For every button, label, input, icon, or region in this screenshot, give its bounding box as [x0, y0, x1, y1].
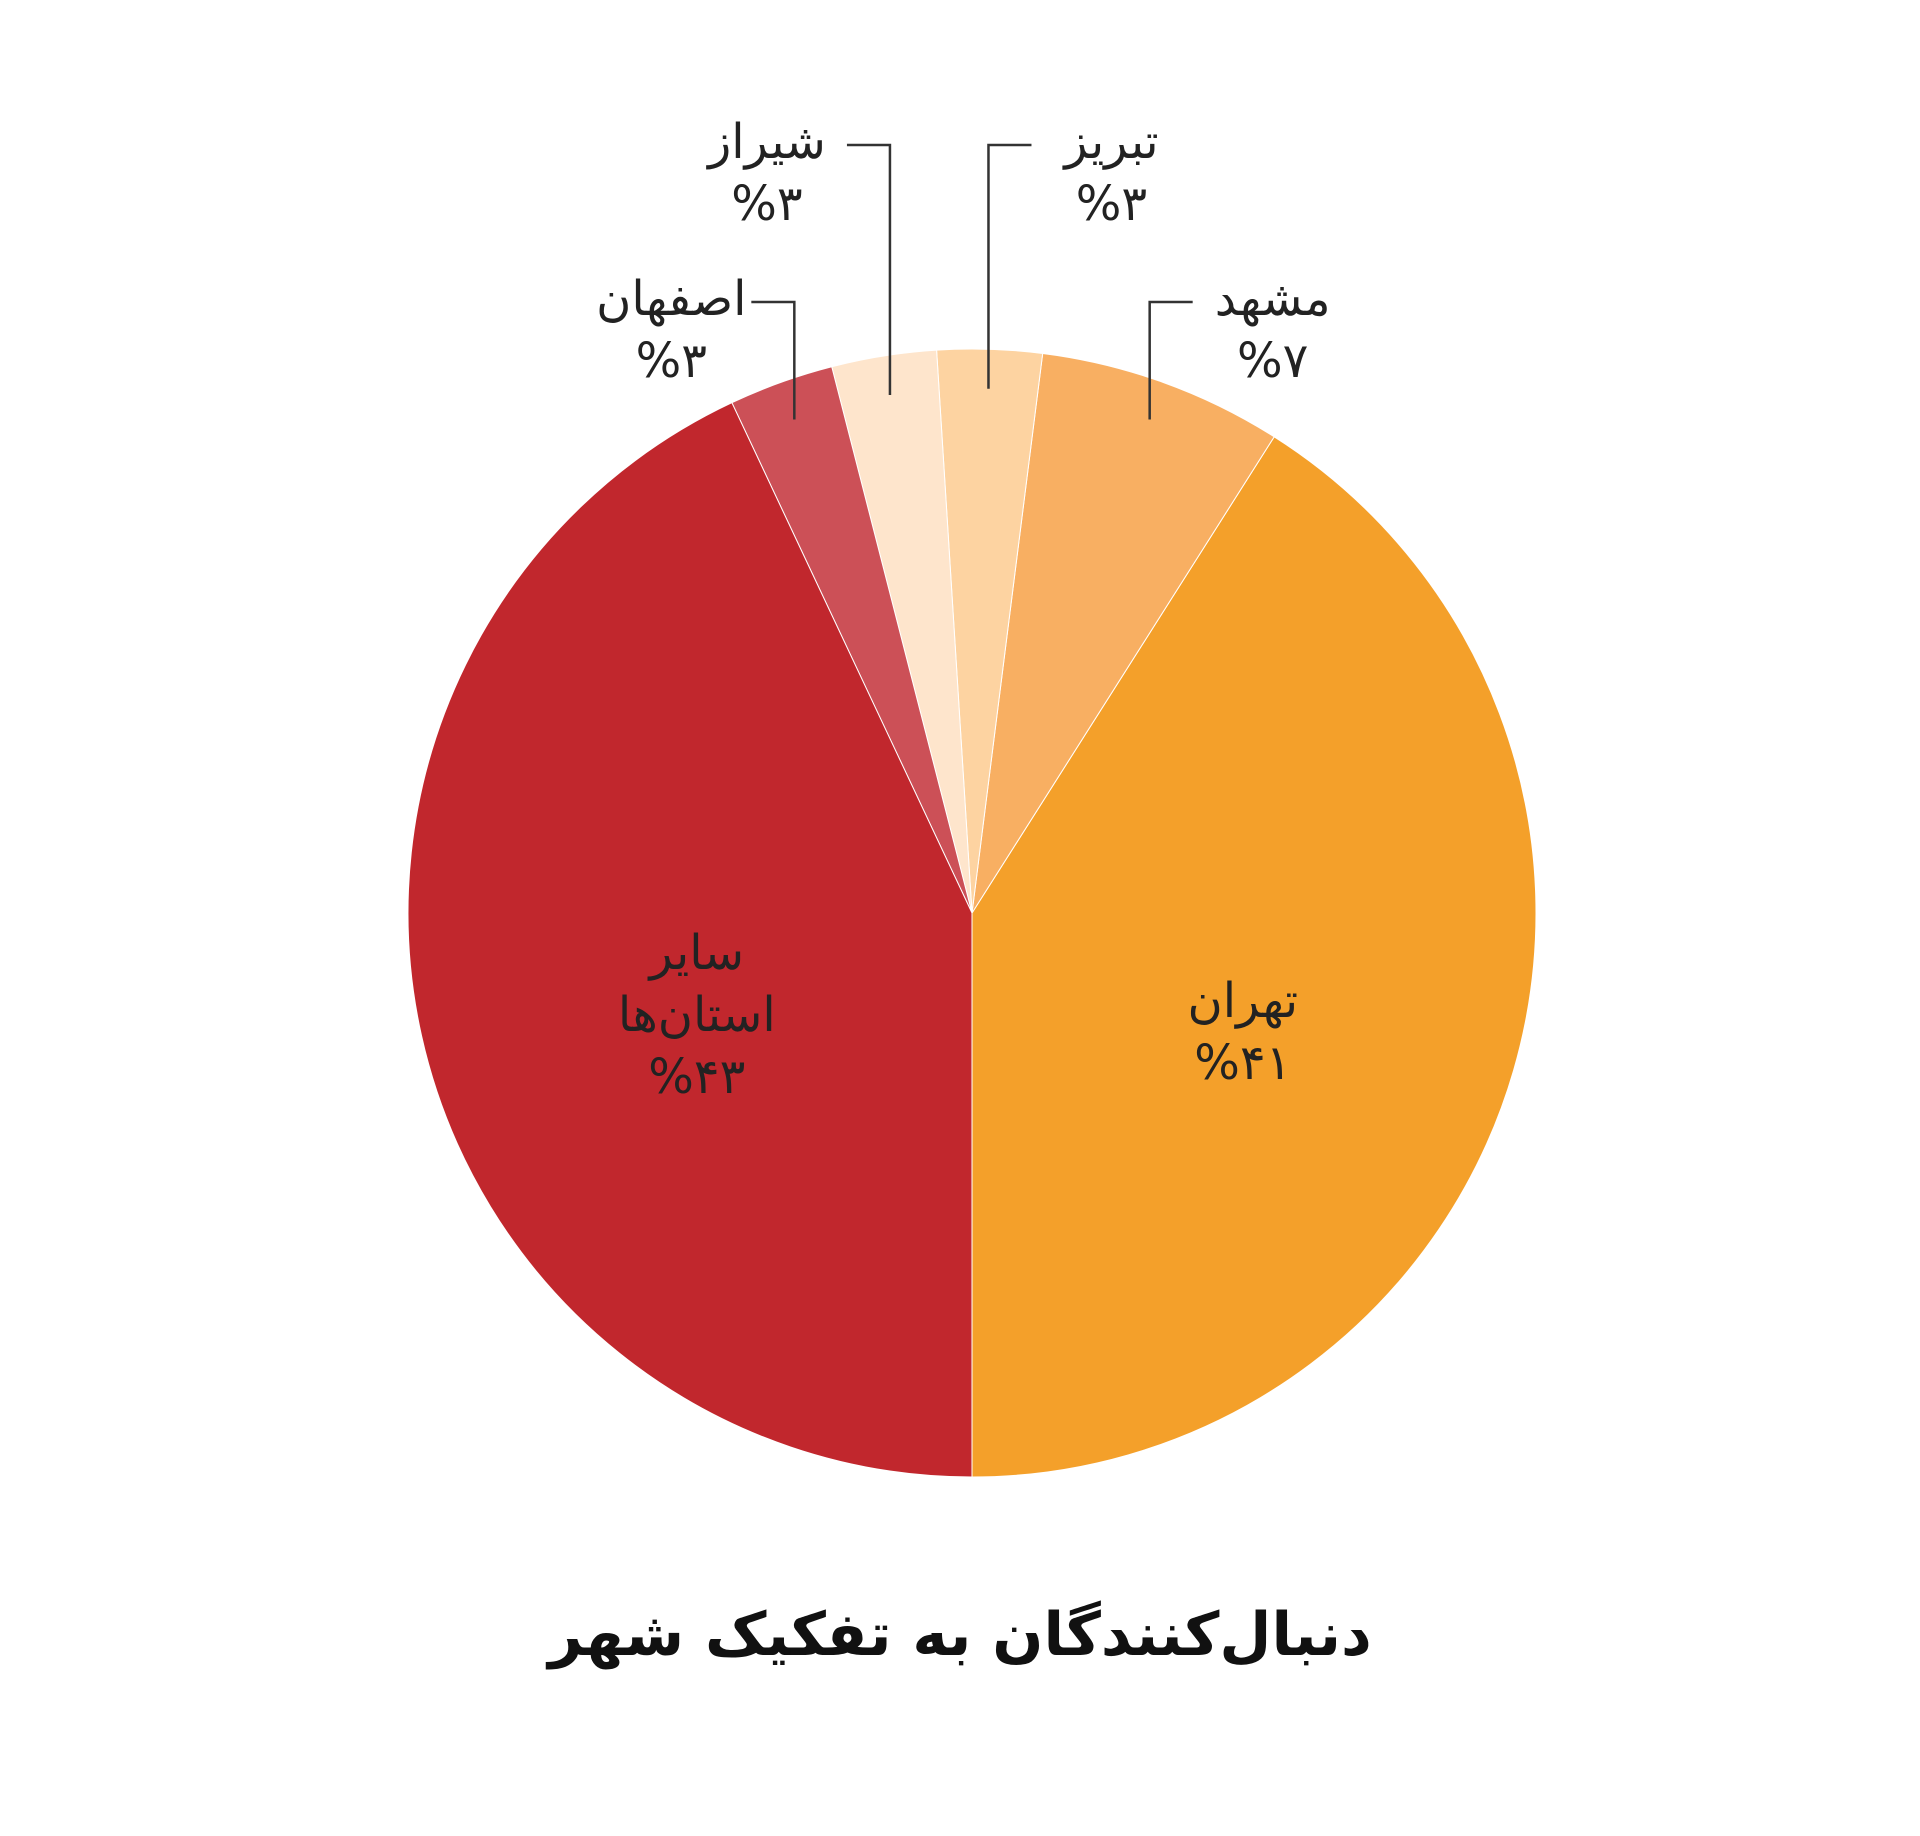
pie-slice [971, 436, 1537, 1478]
pie-slice [971, 352, 1275, 914]
slice-name: سایر استان‌ها [617, 924, 776, 1043]
slice-value: %۳ [731, 176, 803, 232]
slice-label: مشهد %۷ [1215, 268, 1331, 392]
chart-title: دنبال‌کنندگان به تفکیک شهر [548, 1600, 1372, 1670]
leader-line [987, 143, 1032, 389]
slice-label: سایر استان‌ها %۴۳ [577, 922, 817, 1108]
slice-value: %۳ [1075, 176, 1148, 232]
slice-name: شیراز [708, 114, 826, 170]
slice-label: تهران %۴۱ [1123, 970, 1363, 1094]
pie-slice [407, 402, 973, 1478]
slice-value: %۳ [635, 333, 707, 389]
leader-line [846, 143, 892, 395]
slice-value: %۴۱ [1194, 1034, 1292, 1091]
slice-name: مشهد [1214, 271, 1331, 327]
leader-line [1148, 300, 1193, 420]
slice-label: تبریز %۳ [1064, 111, 1158, 235]
slice-name: اصفهان [596, 271, 747, 327]
slice-value: %۴۳ [648, 1048, 746, 1105]
slice-name: تهران [1187, 972, 1299, 1029]
slice-label: شیراز %۳ [708, 111, 826, 235]
slice-value: %۷ [1236, 333, 1309, 389]
leader-line [751, 300, 796, 420]
slice-name: تبریز [1064, 114, 1159, 170]
slice-label: اصفهان %۳ [596, 268, 746, 392]
